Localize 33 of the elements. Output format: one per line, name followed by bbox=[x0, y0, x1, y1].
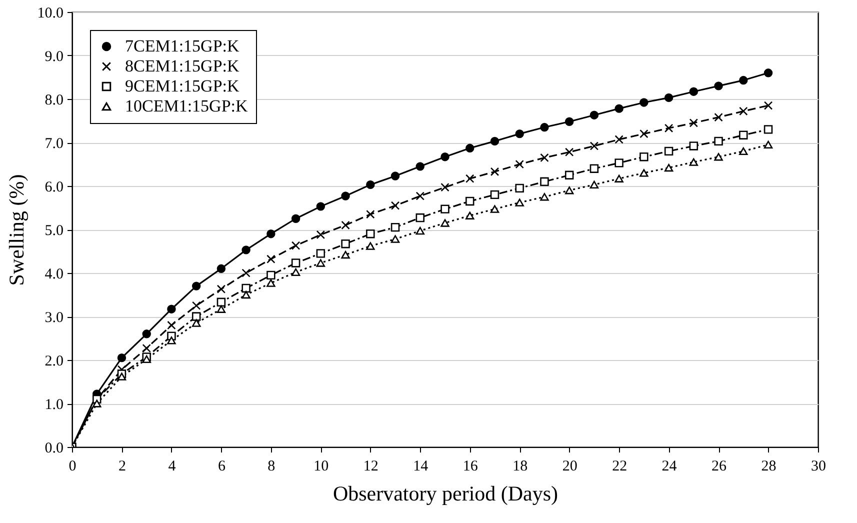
x-tick-label: 30 bbox=[811, 458, 826, 474]
x-tick-label: 20 bbox=[562, 458, 578, 474]
x-tick-label: 22 bbox=[612, 458, 628, 474]
x-tick-label: 24 bbox=[662, 458, 678, 474]
x-tick-label: 8 bbox=[268, 458, 276, 474]
y-tick-label: 1.0 bbox=[44, 397, 64, 413]
x-tick-label: 12 bbox=[363, 458, 378, 474]
legend-label: 10CEM1:15GP:K bbox=[125, 96, 249, 116]
x-tick-label: 18 bbox=[512, 458, 528, 474]
x-tick-label: 14 bbox=[413, 458, 429, 474]
y-tick-label: 0.0 bbox=[44, 440, 64, 456]
legend-label: 9CEM1:15GP:K bbox=[125, 76, 240, 96]
x-tick-label: 0 bbox=[68, 458, 76, 474]
x-tick-label: 26 bbox=[712, 458, 728, 474]
y-tick-label: 2.0 bbox=[44, 354, 64, 370]
x-tick-label: 2 bbox=[118, 458, 126, 474]
legend-label: 7CEM1:15GP:K bbox=[125, 36, 240, 56]
x-tick-label: 16 bbox=[462, 458, 478, 474]
y-tick-label: 4.0 bbox=[44, 266, 64, 282]
x-tick-label: 10 bbox=[314, 458, 329, 474]
y-tick-label: 5.0 bbox=[44, 223, 64, 239]
y-tick-label: 9.0 bbox=[44, 49, 64, 65]
x-axis-title: Observatory period (Days) bbox=[332, 482, 558, 506]
x-tick-label: 28 bbox=[761, 458, 776, 474]
y-axis-title: Swelling (%) bbox=[4, 174, 28, 286]
y-tick-label: 8.0 bbox=[44, 92, 64, 108]
y-tick-label: 7.0 bbox=[44, 136, 64, 152]
x-tick-label: 4 bbox=[168, 458, 176, 474]
x-tick-label: 6 bbox=[218, 458, 226, 474]
y-tick-label: 3.0 bbox=[44, 310, 64, 326]
y-tick-label: 6.0 bbox=[44, 180, 64, 196]
y-tick-label: 10.0 bbox=[37, 6, 64, 22]
legend-label: 8CEM1:15GP:K bbox=[125, 56, 240, 76]
